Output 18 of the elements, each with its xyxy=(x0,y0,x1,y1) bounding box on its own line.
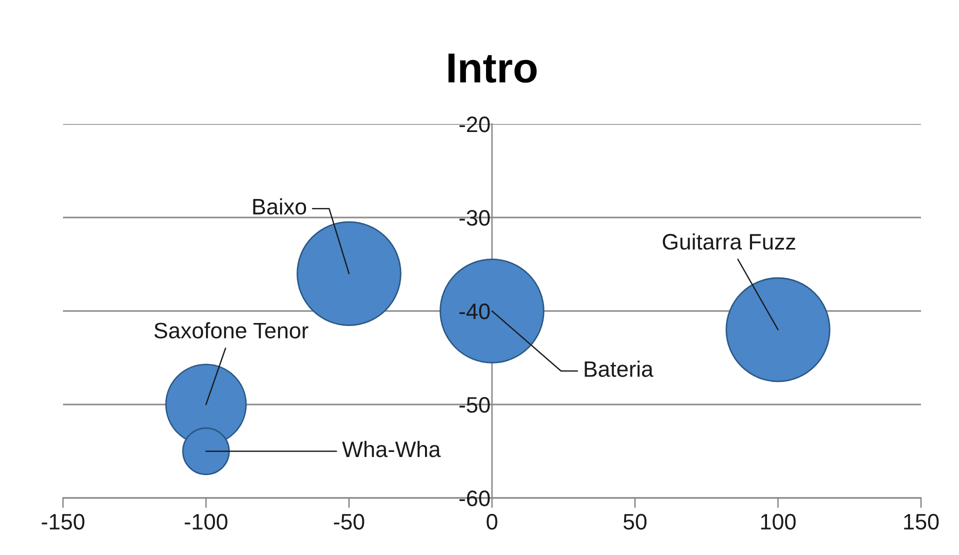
x-tick-label: 150 xyxy=(904,514,939,530)
y-tick-label: -60 xyxy=(459,490,490,506)
chart-title: Intro xyxy=(448,54,537,83)
y-tick-label: -50 xyxy=(459,397,490,413)
series-label: Guitarra Fuzz xyxy=(662,233,796,250)
text: Bateria xyxy=(584,360,654,377)
x-tick-label: 100 xyxy=(761,514,796,530)
x-tick-label: -100 xyxy=(184,514,228,530)
y-tick-label: -40 xyxy=(459,304,490,320)
x-tick-label: -50 xyxy=(334,514,364,530)
series-label: Saxofone Tenor xyxy=(154,322,308,338)
x-tick-label: 50 xyxy=(624,514,646,530)
y-tick-label: -30 xyxy=(459,210,490,226)
x-tick-label: 0 xyxy=(486,514,498,530)
series-label: Baixo xyxy=(253,198,306,215)
x-tick-label: -150 xyxy=(42,514,84,530)
y-tick-label: -20 xyxy=(459,116,490,132)
text: Wha-Wha xyxy=(342,440,441,458)
